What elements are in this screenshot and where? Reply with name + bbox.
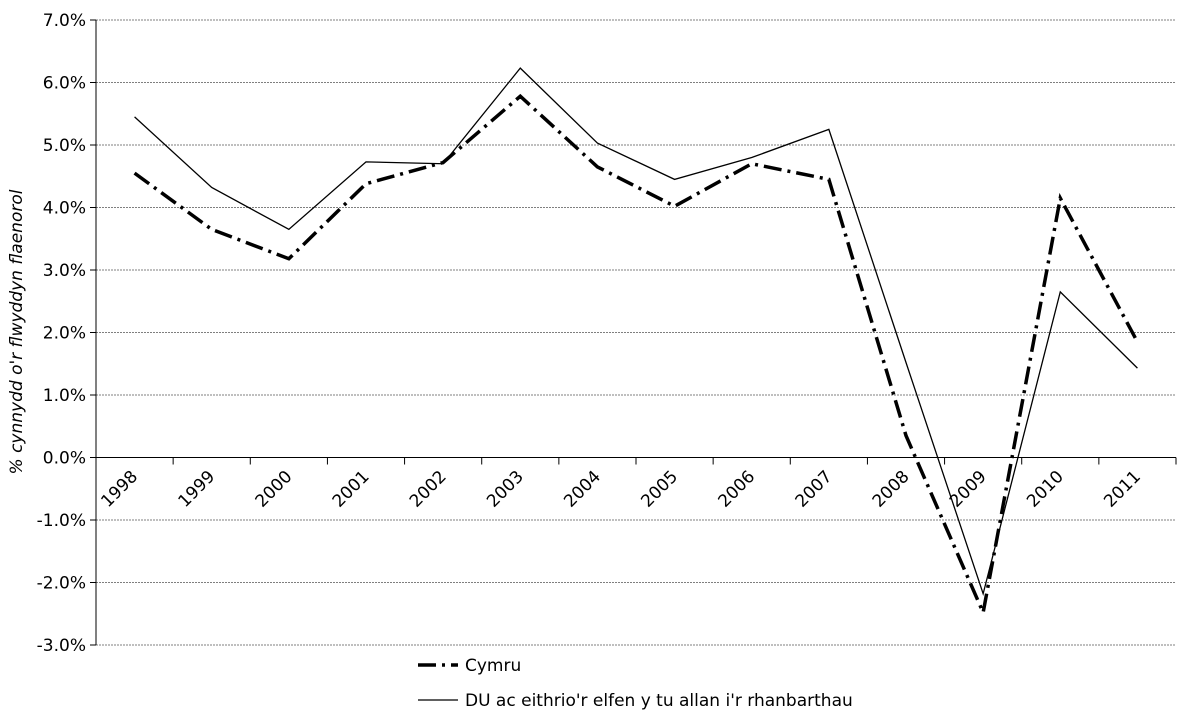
x-tick-label: 2003 — [483, 467, 528, 512]
x-tick-label: 2009 — [946, 467, 991, 512]
y-axis-label: % cynnydd o'r flwyddyn flaenorol — [7, 189, 27, 474]
x-tick-label: 2002 — [406, 467, 451, 512]
x-tick-label: 2005 — [637, 467, 682, 512]
y-tick-label: 2.0% — [43, 324, 86, 344]
y-tick-label: 7.0% — [43, 11, 86, 31]
y-tick-label: 3.0% — [43, 261, 86, 281]
series-lines — [133, 67, 1139, 619]
x-tick-label: 2011 — [1100, 467, 1145, 512]
y-tick-label: 1.0% — [43, 386, 86, 406]
y-tick-label: 0.0% — [43, 449, 86, 469]
x-tick-label: 2007 — [792, 467, 837, 512]
y-tick-label: -2.0% — [37, 574, 86, 594]
y-tick-label: 4.0% — [43, 199, 86, 219]
legend-label-cymru: Cymru — [465, 656, 521, 676]
gridlines — [96, 19, 1176, 646]
series-line-uk — [134, 67, 1138, 597]
x-tick-label: 2000 — [252, 467, 297, 512]
x-tick-label: 1999 — [175, 467, 220, 512]
y-tick-label: 5.0% — [43, 136, 86, 156]
series-line-cymru — [133, 93, 1139, 619]
x-tick-label: 1998 — [97, 467, 142, 512]
legend-label-uk: DU ac eithrio'r elfen y tu allan i'r rha… — [465, 691, 853, 711]
x-tick-labels: 1998 1999 2000 2001 2002 2003 2004 2005 2006 2007… — [97, 467, 1145, 512]
y-tick-label: 6.0% — [43, 74, 86, 94]
y-tick-label: -1.0% — [37, 511, 86, 531]
y-tick-label: -3.0% — [37, 636, 86, 656]
x-tick-label: 2008 — [869, 467, 914, 512]
legend-item-uk: DU ac eithrio'r elfen y tu allan i'r rha… — [418, 691, 853, 711]
x-tick-label: 2010 — [1023, 467, 1068, 512]
legend-item-cymru: Cymru — [418, 656, 521, 676]
x-tick-label: 2001 — [329, 467, 374, 512]
y-tick-labels: 7.0% 6.0% 5.0% 4.0% 3.0% 2.0% 1.0% 0.0% -1.0% -2.… — [37, 11, 86, 656]
legend: Cymru DU ac eithrio'r elfen y tu allan i… — [418, 656, 853, 711]
axes — [90, 19, 1177, 646]
x-tick-label: 2006 — [715, 467, 760, 512]
x-tick-label: 2004 — [560, 467, 605, 512]
